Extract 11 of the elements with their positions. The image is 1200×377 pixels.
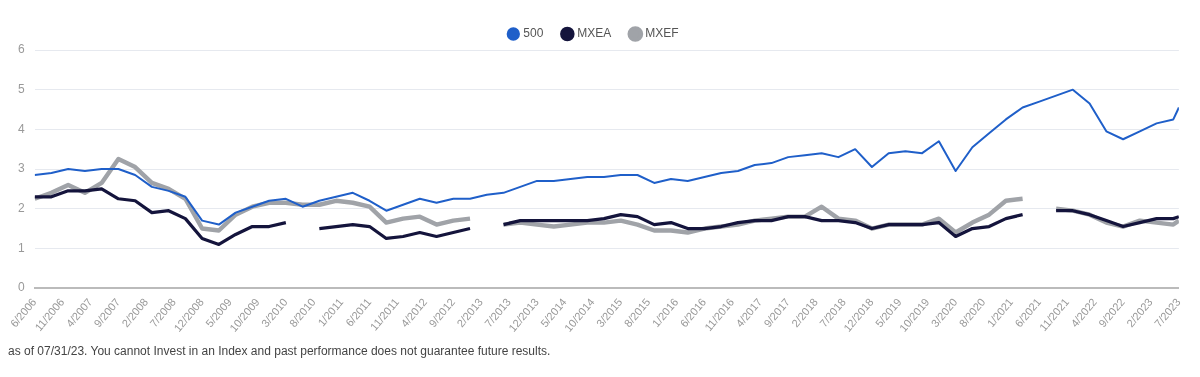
legend-label: 500 [523, 26, 544, 41]
y-tick-label: 2 [17, 201, 25, 216]
y-tick-label: 0 [17, 280, 25, 295]
text: as of 07/31/23. You cannot Invest in an Index and past performance does not guarantee future results. [8, 344, 552, 358]
y-tick-label: 4 [17, 121, 25, 136]
y-tick-label: 6 [17, 42, 25, 57]
legend-label: MXEA [577, 26, 612, 41]
y-tick-label: 1 [17, 240, 25, 255]
y-tick-label: 5 [17, 81, 25, 96]
legend-label: MXEF [645, 26, 679, 41]
y-tick-label: 3 [17, 161, 25, 176]
